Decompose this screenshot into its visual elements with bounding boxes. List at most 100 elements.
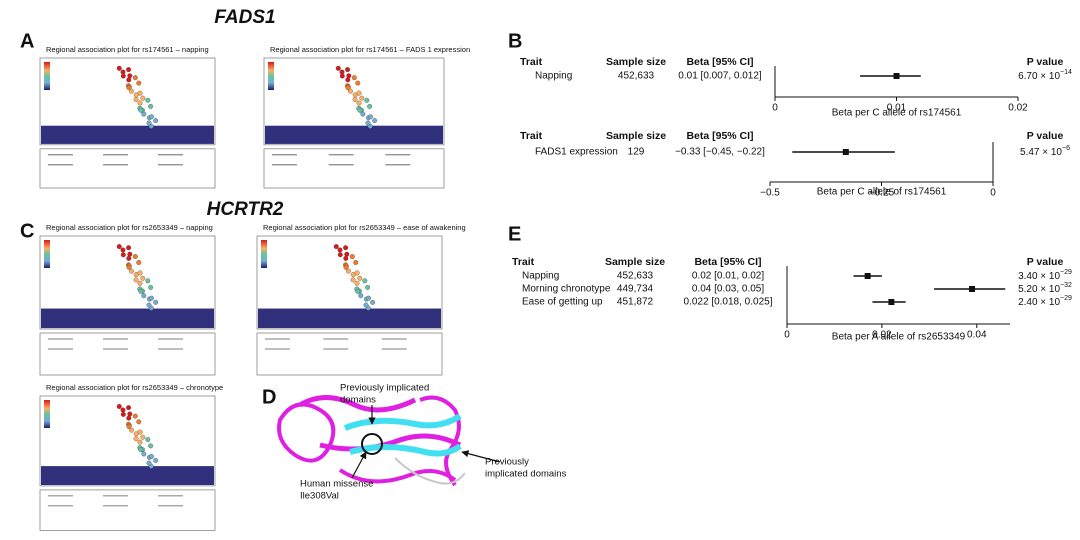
p-exponent: −29 [1060, 295, 1072, 302]
trait: Napping [522, 271, 559, 282]
p-mantissa: 3.40 × 10 [1018, 271, 1060, 282]
snp-point [136, 260, 142, 265]
x-tick-label: 0.01 [887, 103, 907, 114]
snp-point [140, 275, 146, 281]
snp-point [133, 436, 139, 442]
snp-point [370, 299, 376, 305]
legend-swatch [44, 62, 50, 90]
p-exponent: −32 [1060, 282, 1072, 289]
snp-point [145, 278, 151, 284]
snp-point [127, 411, 133, 417]
snp-point [126, 85, 132, 91]
snp-point [120, 411, 126, 417]
snp-point [345, 85, 351, 91]
snp-point [372, 118, 378, 124]
snp-point [126, 255, 132, 261]
beta-ci: 0.02 [0.01, 0.02] [692, 271, 765, 282]
snp-point [138, 447, 144, 453]
p-mantissa: 2.40 × 10 [1018, 297, 1060, 308]
background-points [258, 308, 441, 329]
snp-point [352, 97, 358, 102]
background-points [265, 125, 443, 144]
snp-point [149, 295, 154, 301]
snp-point [360, 111, 366, 117]
annotation: Previously implicated [340, 383, 429, 394]
snp-point [357, 275, 363, 281]
snp-point [129, 268, 134, 274]
annotation: implicated domains [485, 469, 567, 480]
snp-point [146, 302, 152, 308]
snp-point [356, 90, 362, 96]
snp-point [120, 407, 126, 413]
snp-point [126, 405, 132, 411]
x-tick-label: 0.02 [872, 330, 892, 341]
snp-point [138, 288, 144, 294]
p-exponent: −29 [1060, 269, 1072, 276]
snp-point [362, 278, 368, 284]
protein-structure [277, 395, 501, 487]
snp-point [137, 100, 143, 106]
snp-point [136, 419, 142, 425]
x-axis-label: Beta per A allele of rs2653349 [832, 332, 966, 343]
column-header: P value [1027, 56, 1064, 68]
snp-point [129, 88, 134, 94]
sample-size: 449,734 [617, 284, 654, 295]
snp-point [367, 103, 373, 109]
snp-point [339, 73, 345, 79]
column-header: Beta [95% CI] [686, 56, 753, 68]
snp-point [140, 95, 146, 101]
beta-ci: 0.01 [0.007, 0.012] [678, 71, 762, 82]
beta-ci: 0.022 [0.018, 0.025] [684, 297, 773, 308]
snp-point [343, 255, 349, 261]
snp-point [368, 114, 373, 120]
snp-point [116, 65, 122, 71]
legend-swatch [261, 240, 267, 268]
x-tick-label: 0 [784, 330, 790, 341]
x-tick-label: 0.04 [967, 330, 987, 341]
gene-track [39, 489, 216, 531]
snp-point [366, 295, 371, 301]
snp-point [148, 284, 154, 290]
snp-point [127, 251, 133, 257]
p-exponent: −14 [1060, 69, 1072, 76]
gene-track [256, 332, 443, 376]
snp-point [149, 454, 154, 459]
regional-plots: Regional association plot for rs174561 –… [39, 45, 470, 531]
legend-swatch [44, 400, 50, 428]
snp-point [133, 277, 139, 283]
snp-point [126, 424, 132, 429]
plot-title: Regional association plot for rs2653349 … [46, 223, 213, 232]
snp-point [345, 67, 351, 73]
snp-point [351, 75, 357, 81]
trait: Morning chronotype [522, 284, 611, 295]
snp-point [137, 270, 143, 276]
panel-label: E [508, 223, 521, 245]
plot-title: Regional association plot for rs174561 –… [270, 45, 470, 54]
p-exponent: −6 [1062, 145, 1070, 152]
plot-title: Regional association plot for rs2653349 … [46, 383, 223, 392]
gene-track [39, 332, 216, 376]
snp-point [120, 252, 126, 258]
snp-point [353, 260, 359, 265]
snp-point [137, 439, 143, 445]
panel-label: C [20, 220, 34, 242]
column-header: Sample size [605, 256, 665, 268]
snp-point [126, 67, 132, 73]
snp-point [129, 427, 134, 433]
column-header: Beta [95% CI] [686, 130, 753, 142]
snp-point [343, 245, 349, 251]
p-value: 5.20 × 10−32 [1018, 282, 1072, 295]
snp-point [354, 270, 360, 276]
snp-point [140, 434, 146, 440]
snp-point [132, 254, 138, 260]
snp-point [349, 254, 355, 260]
background-points [41, 125, 214, 144]
x-tick-label: 0 [990, 188, 996, 199]
trait: FADS1 expression [535, 147, 618, 158]
snp-point [133, 97, 139, 102]
snp-point [359, 95, 365, 101]
estimate [893, 73, 900, 79]
snp-point [346, 268, 351, 274]
